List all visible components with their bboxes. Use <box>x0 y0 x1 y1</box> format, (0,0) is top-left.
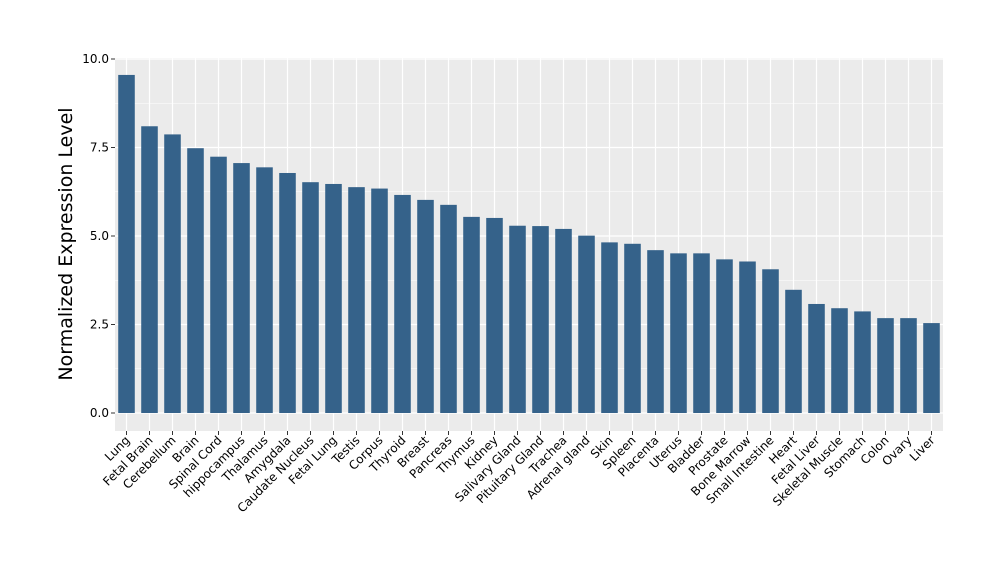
y-tick-label: 2.5 <box>90 318 109 332</box>
bar <box>601 242 618 413</box>
bar <box>394 194 411 413</box>
bar <box>693 253 710 413</box>
bar <box>532 226 549 413</box>
bar <box>785 289 802 413</box>
bar <box>302 182 319 413</box>
bar <box>164 134 181 414</box>
bar <box>578 235 595 413</box>
y-tick-label: 10.0 <box>82 52 109 66</box>
bar <box>118 74 135 414</box>
bar <box>325 183 342 413</box>
bar <box>187 148 204 413</box>
bars <box>118 74 940 414</box>
bar <box>371 188 388 413</box>
bar <box>486 217 503 413</box>
bar <box>808 303 825 413</box>
y-tick-label: 0.0 <box>90 406 109 420</box>
y-axis: 0.0 2.5 5.0 7.5 10.0 <box>82 52 115 420</box>
y-tick-label: 5.0 <box>90 229 109 243</box>
bar <box>716 259 733 413</box>
bar <box>509 225 526 413</box>
bar <box>762 269 779 413</box>
bar <box>739 261 756 413</box>
bar <box>440 204 457 413</box>
bar <box>670 253 687 413</box>
bar <box>555 228 572 413</box>
bar <box>348 187 365 413</box>
bar <box>923 323 940 413</box>
bar <box>417 199 434 413</box>
y-tick-label: 7.5 <box>90 141 109 155</box>
y-axis-title: Normalized Expression Level <box>55 107 77 380</box>
bar <box>141 126 158 413</box>
bar <box>210 156 227 414</box>
bar <box>900 318 917 413</box>
bar <box>854 311 871 413</box>
bar <box>877 318 894 413</box>
bar <box>279 172 296 413</box>
bar <box>256 167 273 413</box>
x-tick-label: Liver <box>907 433 938 464</box>
bar <box>647 250 664 413</box>
bar <box>233 163 250 413</box>
bar <box>624 243 641 413</box>
bar <box>463 216 480 413</box>
bar <box>831 308 848 413</box>
